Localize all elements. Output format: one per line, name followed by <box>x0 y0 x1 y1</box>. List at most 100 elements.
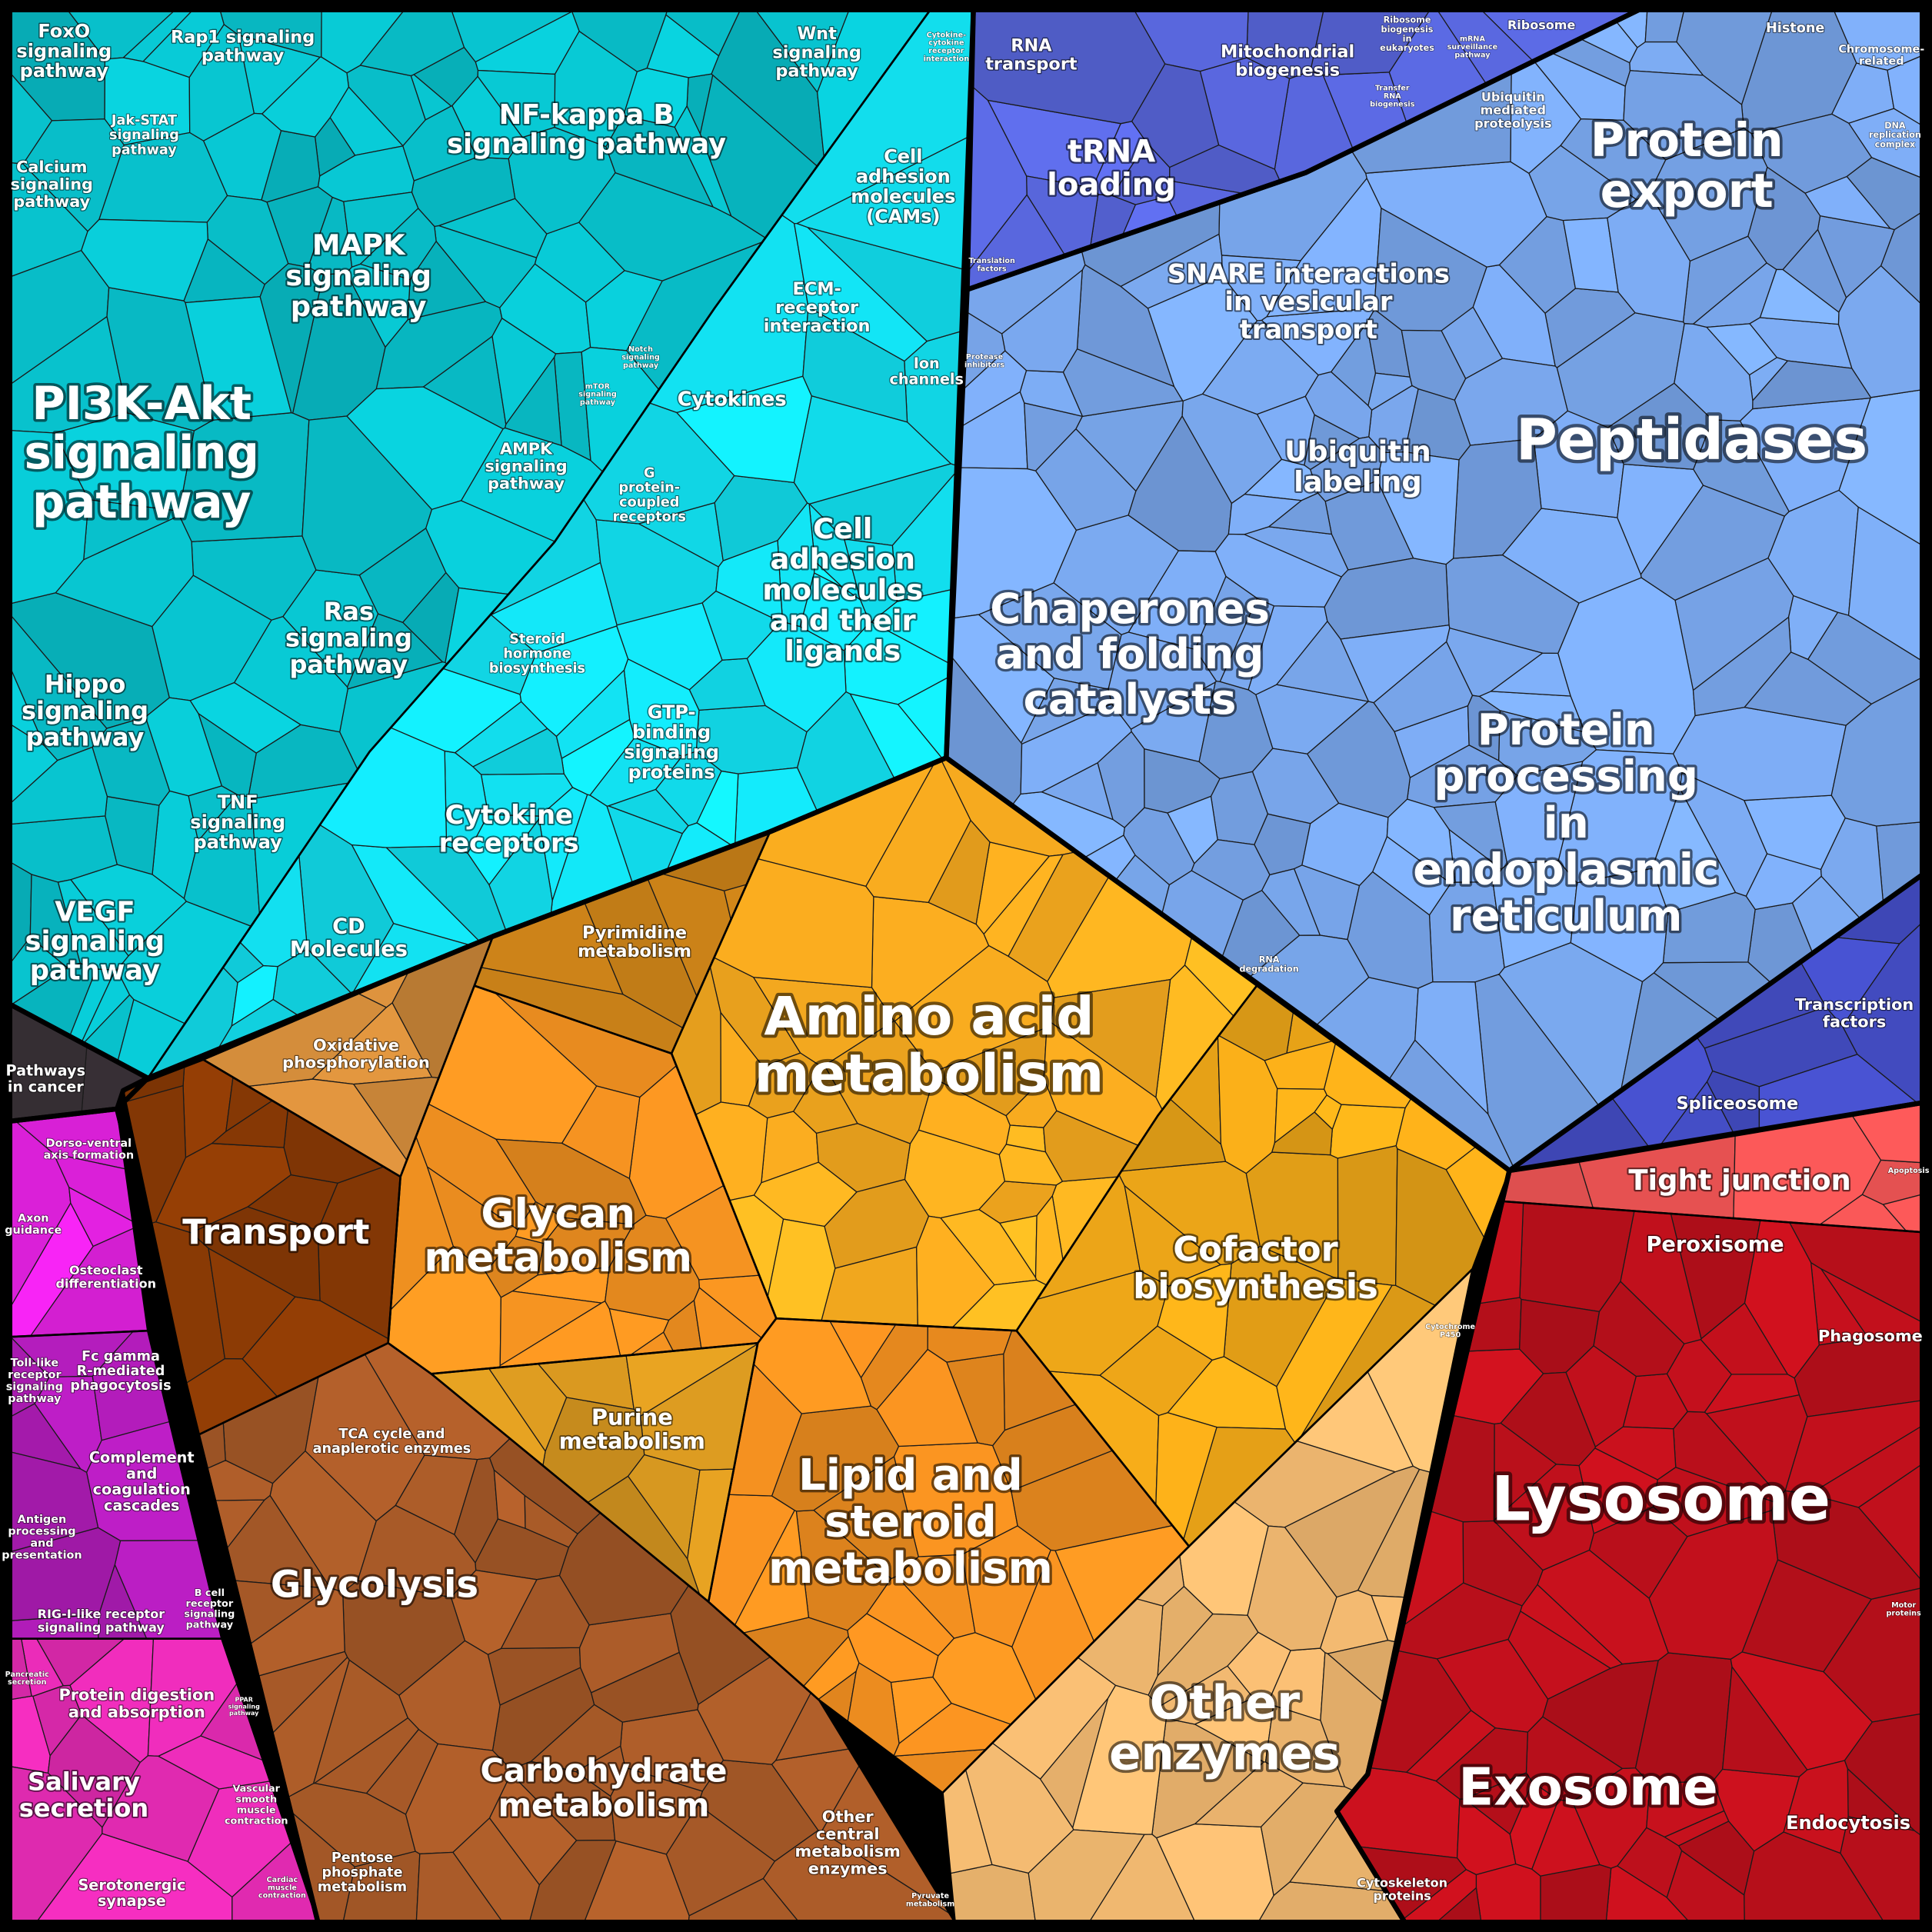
cell <box>715 540 784 623</box>
label-line: pathway <box>20 60 109 82</box>
label-line: hormone <box>503 647 571 662</box>
cell <box>22 118 125 232</box>
label-line: mTOR <box>585 382 611 391</box>
cell <box>1131 63 1220 168</box>
label-line: Endocytosis <box>1786 1812 1910 1834</box>
label: Phagosome <box>1817 1326 1924 1346</box>
cell <box>1266 178 1382 318</box>
label-line: synapse <box>98 1892 166 1910</box>
label-line: G <box>644 465 655 481</box>
cell <box>605 1214 700 1321</box>
cell <box>1221 255 1301 321</box>
cell <box>876 1348 978 1447</box>
label-line: metabolism <box>498 1786 710 1824</box>
label-line: anaplerotic enzymes <box>313 1441 471 1457</box>
label-line: metabolism <box>578 941 691 961</box>
cell <box>813 1456 919 1580</box>
label-line: Motor <box>1891 1601 1916 1610</box>
label-line: Apoptosis <box>1888 1167 1930 1175</box>
label: Ribosome <box>1507 17 1576 33</box>
label-line: Rap1 signaling <box>171 27 315 47</box>
label-line: Cytoskeleton <box>1357 1875 1447 1890</box>
label-line: Cofactor <box>1173 1228 1337 1269</box>
label-line: Cytokines <box>678 388 787 411</box>
label-line: muscle <box>237 1804 276 1816</box>
label-line: receptors <box>613 510 686 525</box>
label: Chromosome-related <box>1837 42 1925 68</box>
label-line: coagulation <box>93 1481 191 1498</box>
cell <box>301 415 432 576</box>
label-line: metabolism <box>559 1428 705 1454</box>
label-line: and their <box>770 604 917 637</box>
cell <box>1454 358 1568 446</box>
cell <box>54 412 195 512</box>
label-line: Toll-like <box>11 1357 59 1370</box>
label-line: P450 <box>1440 1331 1461 1339</box>
cell <box>467 814 541 886</box>
label-line: proteins <box>1373 1889 1431 1904</box>
label-line: labeling <box>1294 465 1422 498</box>
label: Glycolysis <box>268 1561 481 1609</box>
label-line: tRNA <box>1068 134 1156 169</box>
label-line: molecules <box>762 573 923 606</box>
cell <box>1340 625 1451 704</box>
label-line: inhibitors <box>964 361 1004 370</box>
label-line: processing <box>8 1526 75 1538</box>
cell <box>1194 1761 1304 1827</box>
label-line: signaling <box>228 1703 261 1710</box>
label-line: signaling <box>184 1609 235 1621</box>
cell <box>1537 1549 1669 1665</box>
cell <box>402 105 478 182</box>
cell <box>1157 1263 1232 1361</box>
label: Apoptosis <box>1887 1166 1930 1175</box>
cell <box>1214 533 1342 608</box>
cell <box>802 306 908 423</box>
label-line: Jak-STAT <box>111 113 177 128</box>
label-line: MAPK <box>312 228 406 261</box>
label-line: molecules <box>851 185 955 207</box>
label-line: Transcription <box>1795 995 1914 1014</box>
cell <box>346 613 443 690</box>
region-border <box>7 1001 151 1124</box>
cell <box>1622 1373 1688 1430</box>
label-line: in <box>1403 34 1412 44</box>
label-line: in <box>1544 798 1589 848</box>
label-line: ECM- <box>792 279 841 299</box>
label-line: Axon <box>18 1213 49 1225</box>
label-line: and folding <box>996 629 1264 678</box>
label-line: Peroxisome <box>1646 1233 1784 1257</box>
label-line: transport <box>985 55 1078 75</box>
label-line: muscle <box>268 1884 298 1892</box>
cell <box>561 1085 641 1179</box>
label-line: Cytochrome <box>1425 1323 1475 1331</box>
label-line: Phagosome <box>1818 1327 1923 1345</box>
label-line: pathway <box>289 650 408 679</box>
label-line: protein- <box>618 481 680 496</box>
label-line: signaling <box>109 128 179 143</box>
label: Exosome <box>1455 1754 1721 1820</box>
label-line: processing <box>1434 751 1698 801</box>
label-line: pathway <box>112 142 177 158</box>
cell <box>1414 981 1489 1115</box>
label-line: mediated <box>1481 103 1546 118</box>
cell <box>949 1864 1036 1923</box>
label-line: Amino acid <box>764 986 1094 1048</box>
